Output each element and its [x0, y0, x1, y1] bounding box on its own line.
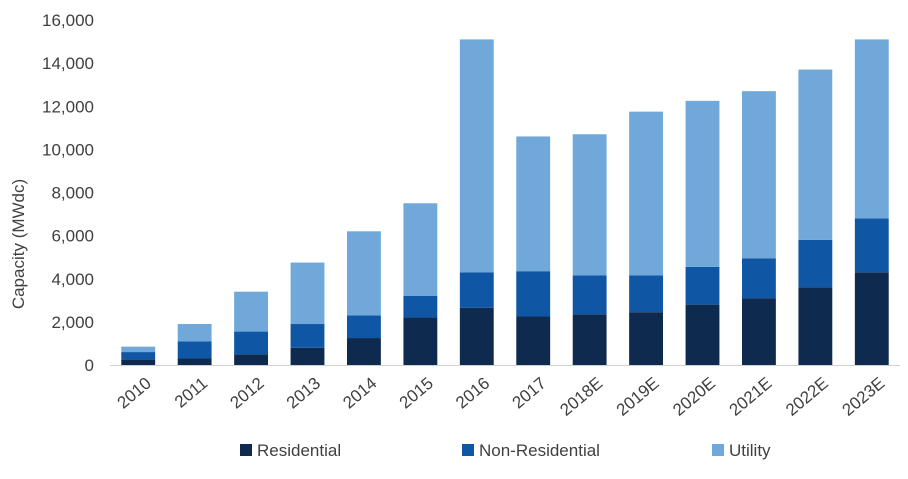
- bar-segment-non-residential: [685, 266, 720, 305]
- legend: Residential Non-Residential Utility: [240, 441, 771, 460]
- y-tick-label: 14,000: [42, 54, 94, 73]
- bar-segment-non-residential: [516, 271, 551, 317]
- y-tick-label: 2,000: [51, 313, 94, 332]
- bar-segment-utility: [742, 91, 776, 259]
- x-tick-label: 2010: [114, 374, 155, 413]
- x-tick-label: 2022E: [782, 374, 832, 420]
- bar-segment-residential: [177, 358, 212, 365]
- bar-segment-non-residential: [347, 315, 381, 339]
- x-tick-label: 2013: [283, 374, 324, 413]
- legend-swatch: [712, 444, 724, 456]
- legend-swatch: [462, 444, 474, 456]
- bar-segment-utility: [290, 262, 325, 325]
- legend-swatch: [240, 444, 252, 456]
- bar-segment-non-residential: [121, 352, 156, 360]
- bar-segment-utility: [403, 203, 438, 296]
- legend-label: Non-Residential: [479, 441, 600, 460]
- bar-segment-non-residential: [234, 331, 268, 355]
- legend-label: Residential: [257, 441, 341, 460]
- bar-segment-residential: [742, 298, 776, 365]
- y-axis-title: Capacity (MWdc): [9, 179, 28, 309]
- y-tick-label: 12,000: [42, 97, 94, 116]
- legend-label: Utility: [729, 441, 771, 460]
- bar-segment-non-residential: [459, 272, 494, 308]
- x-tick-label: 2023E: [838, 374, 888, 420]
- x-tick-label: 2017: [509, 374, 550, 413]
- bar-segment-residential: [403, 317, 438, 365]
- bar-segment-residential: [572, 314, 607, 365]
- bar-segment-residential: [459, 307, 494, 365]
- bar-segment-residential: [347, 338, 381, 365]
- x-tick-label: 2020E: [669, 374, 719, 420]
- bar-segment-non-residential: [572, 275, 607, 315]
- y-tick-label: 4,000: [51, 270, 94, 289]
- bars-group: [121, 39, 889, 366]
- legend-item: Utility: [712, 441, 771, 460]
- bar-segment-non-residential: [629, 275, 663, 313]
- bar-segment-residential: [516, 316, 551, 365]
- bar-segment-utility: [516, 136, 551, 272]
- bar-segment-residential: [854, 272, 889, 365]
- bar-segment-utility: [459, 39, 494, 273]
- y-tick-label: 10,000: [42, 140, 94, 159]
- bar-segment-utility: [798, 69, 833, 240]
- x-axis-ticks: 2010 2011 2012 2013 2014 2015 2016 2017 2018E 201…: [114, 374, 889, 420]
- bar-segment-non-residential: [403, 296, 438, 318]
- bar-segment-utility: [685, 100, 720, 267]
- bar-segment-utility: [177, 324, 212, 342]
- y-tick-label: 8,000: [51, 184, 94, 203]
- bar-segment-non-residential: [798, 239, 833, 288]
- x-tick-label: 2012: [226, 374, 267, 413]
- bar-segment-non-residential: [742, 258, 776, 299]
- bar-segment-non-residential: [290, 324, 325, 348]
- y-tick-label: 0: [85, 356, 94, 375]
- bar-segment-non-residential: [854, 218, 889, 273]
- bar-segment-utility: [854, 39, 889, 219]
- bar-segment-non-residential: [177, 341, 212, 359]
- bar-segment-utility: [629, 111, 663, 276]
- bar-segment-residential: [290, 347, 325, 365]
- y-axis-ticks: 0 2,000 4,000 6,000 8,000 10,000 12,000 14,000 1…: [42, 11, 94, 375]
- y-tick-label: 6,000: [51, 227, 94, 246]
- x-tick-label: 2018E: [556, 374, 606, 420]
- y-tick-label: 16,000: [42, 11, 94, 30]
- x-tick-label: 2015: [396, 374, 437, 413]
- bar-segment-residential: [234, 354, 268, 365]
- bar-segment-residential: [121, 359, 156, 365]
- x-tick-label: 2014: [339, 374, 380, 413]
- bar-segment-utility: [121, 346, 156, 353]
- bar-segment-residential: [685, 304, 720, 366]
- y-axis-title-group: Capacity (MWdc): [9, 179, 28, 309]
- bar-segment-utility: [347, 231, 381, 316]
- bar-segment-utility: [572, 134, 607, 276]
- x-tick-label: 2011: [171, 374, 211, 412]
- x-tick-label: 2016: [452, 374, 493, 413]
- bar-segment-utility: [234, 291, 268, 332]
- legend-item: Residential: [240, 441, 341, 460]
- bar-segment-residential: [629, 312, 663, 365]
- legend-item: Non-Residential: [462, 441, 600, 460]
- bar-segment-residential: [798, 287, 833, 366]
- x-tick-label: 2021E: [726, 374, 776, 420]
- x-tick-label: 2019E: [613, 374, 663, 420]
